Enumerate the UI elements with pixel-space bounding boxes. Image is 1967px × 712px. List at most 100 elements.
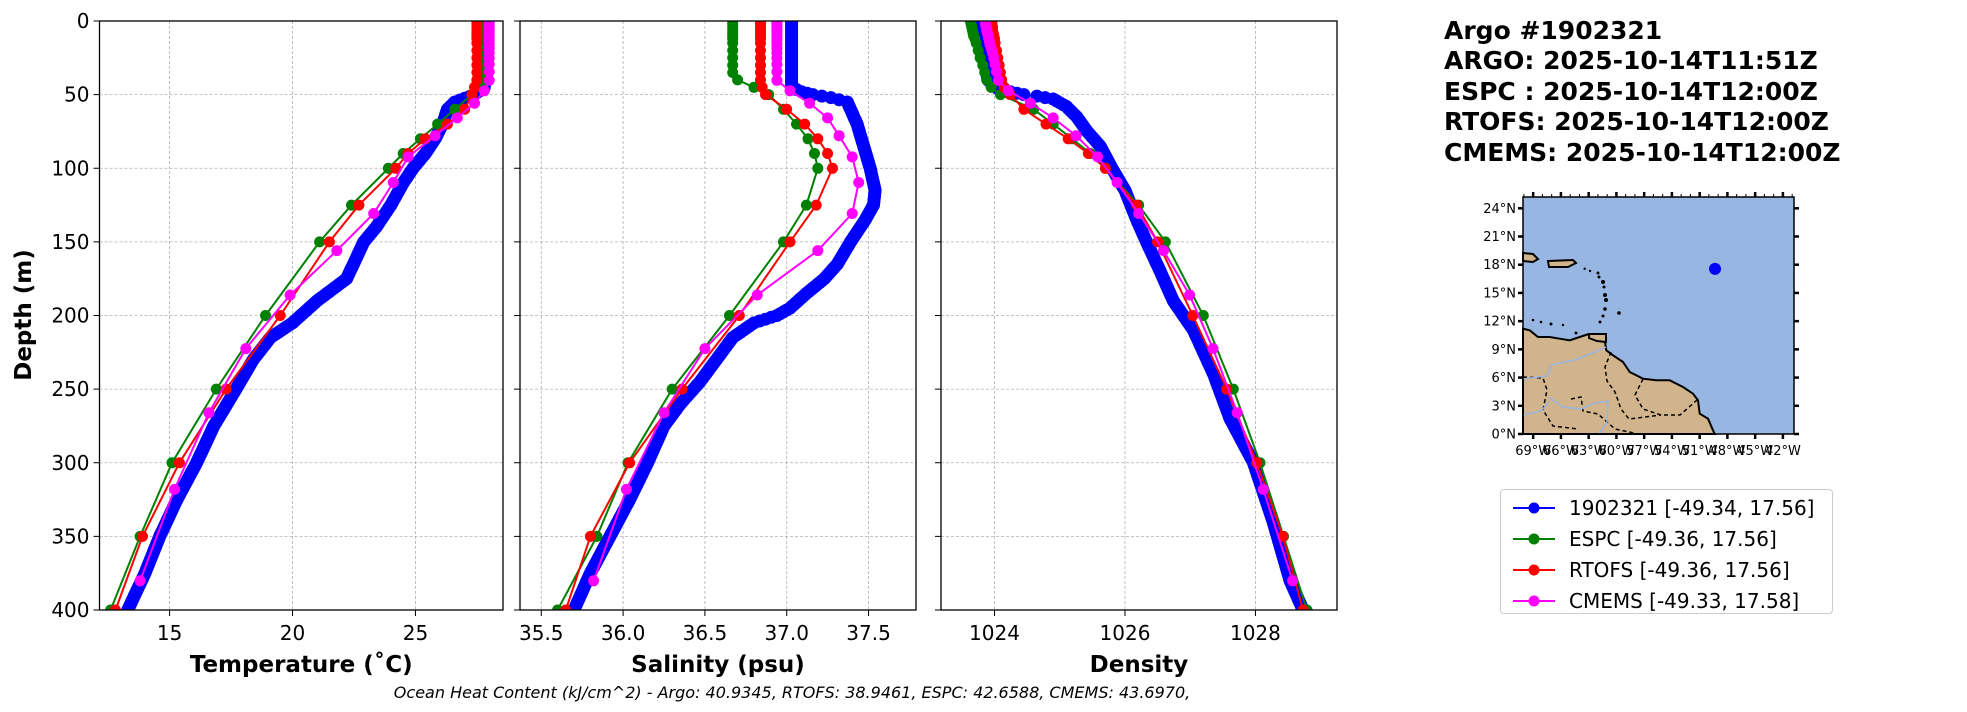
x-axis-label: Temperature (˚C)	[190, 651, 413, 678]
data-point	[822, 112, 834, 124]
data-point	[724, 310, 735, 321]
data-point	[833, 130, 845, 142]
data-point	[800, 199, 812, 211]
lat-label: 24°N	[1483, 202, 1516, 217]
data-point	[1287, 575, 1299, 587]
data-point	[812, 162, 824, 174]
data-point	[748, 81, 760, 93]
x-tick-label: 35.5	[519, 621, 564, 645]
axes-frame	[940, 20, 1338, 611]
data-point	[432, 118, 444, 130]
data-point	[588, 575, 600, 587]
data-point	[451, 112, 463, 124]
legend-label: 1902321 [-49.34, 17.56]	[1569, 496, 1815, 520]
data-point	[699, 343, 711, 355]
data-point	[760, 89, 771, 101]
data-point	[314, 236, 326, 248]
y-tick-label: 100	[51, 156, 89, 180]
legend-marker-icon	[1513, 595, 1555, 607]
lat-label: 12°N	[1483, 315, 1516, 330]
panel-sal: 35.5 36.0 36.5 37.0 37.5 Salinity (psu)	[514, 20, 917, 678]
lon-label: 60°W	[1598, 444, 1634, 459]
y-tick-label: 250	[51, 377, 89, 401]
y-tick-label: 400	[51, 598, 89, 622]
legend-label: CMEMS [-49.33, 17.58]	[1569, 589, 1800, 613]
country-borders	[1522, 351, 1698, 434]
y-tick-label: 200	[51, 304, 89, 328]
data-point	[210, 383, 222, 395]
data-point	[1207, 343, 1219, 355]
data-point	[791, 118, 802, 130]
y-tick-label: 0	[77, 9, 90, 33]
puerto-rico	[1546, 258, 1578, 268]
data-point	[809, 148, 820, 159]
data-point	[1159, 236, 1171, 248]
y-tick-label: 300	[51, 451, 89, 475]
lon-label: 69°W	[1515, 444, 1551, 459]
lon-label: 63°W	[1571, 444, 1607, 459]
data-point	[469, 97, 480, 109]
data-point	[449, 103, 461, 115]
data-point	[368, 208, 380, 219]
lat-label: 9°N	[1492, 343, 1517, 358]
data-point	[1040, 118, 1052, 130]
data-point	[620, 483, 632, 495]
legend: 1902321 [-49.34, 17.56] ESPC [-49.36, 17.…	[1500, 489, 1833, 614]
data-point	[284, 289, 296, 301]
header-info: Argo #1902321 ARGO: 2025-10-14T11:51Z ES…	[1444, 16, 1841, 168]
data-point	[992, 74, 1004, 86]
data-point	[812, 133, 824, 145]
data-point	[429, 130, 441, 142]
x-tick-label: 37.5	[846, 621, 891, 645]
data-point	[781, 103, 793, 115]
data-point	[169, 483, 180, 495]
data-point	[991, 66, 1002, 78]
lon-label: 48°W	[1709, 444, 1745, 459]
data-point	[676, 383, 688, 395]
legend-label: ESPC [-49.36, 17.56]	[1569, 527, 1777, 551]
x-tick-label: 1028	[1230, 621, 1281, 645]
argo-time: ARGO: 2025-10-14T11:51Z	[1444, 46, 1818, 76]
axes-frame	[98, 20, 504, 611]
data-point	[1133, 208, 1145, 219]
x-tick-label: 15	[157, 621, 182, 645]
lat-label: 6°N	[1492, 371, 1517, 386]
data-point	[624, 457, 636, 469]
data-point	[402, 151, 414, 163]
data-point	[203, 407, 215, 419]
y-axis-label: Depth (m)	[11, 249, 37, 381]
data-point	[560, 604, 572, 610]
argo-float-position-marker[interactable]	[1709, 262, 1722, 275]
y-tick-label: 150	[51, 230, 89, 254]
data-point	[1187, 310, 1199, 321]
data-point	[784, 85, 796, 97]
data-point	[390, 162, 402, 174]
map-frame	[1522, 196, 1795, 435]
data-point	[1092, 151, 1104, 163]
data-point	[751, 289, 763, 301]
lon-label: 51°W	[1682, 444, 1718, 459]
panel-temp: 0 50 100 150 200 250 300 350 400 15 20 25 Temperatur…	[51, 9, 504, 678]
data-point	[827, 162, 838, 174]
data-point	[799, 118, 811, 130]
data-point	[1070, 130, 1082, 142]
data-point	[1002, 85, 1014, 97]
series-group	[105, 21, 495, 610]
data-point	[240, 343, 252, 355]
data-point	[459, 103, 471, 115]
trinidad	[1588, 333, 1607, 344]
legend-item: RTOFS [-49.36, 17.56]	[1511, 555, 1790, 585]
ocean-heat-content-caption: Ocean Heat Content (kJ/cm^2) - Argo: 40.…	[393, 683, 1191, 702]
legend-marker-icon	[1513, 533, 1555, 545]
y-tick-label: 350	[51, 524, 89, 548]
data-point	[771, 66, 783, 78]
data-point	[353, 199, 365, 211]
data-point	[846, 208, 858, 219]
data-point	[658, 407, 670, 419]
legend-marker-icon	[1513, 502, 1555, 514]
data-point	[1257, 483, 1269, 495]
lon-label: 54°W	[1654, 444, 1690, 459]
data-point	[137, 530, 148, 542]
